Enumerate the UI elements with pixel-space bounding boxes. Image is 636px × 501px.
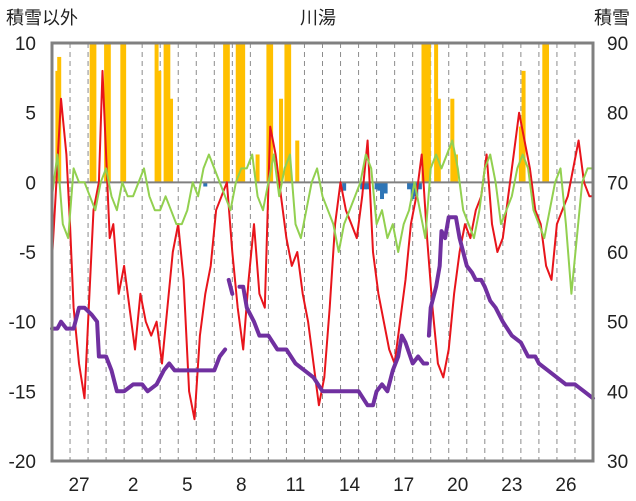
snowfall-bar (295, 140, 300, 183)
precip-bar (407, 182, 412, 190)
left-tick-label: -10 (9, 313, 36, 334)
snowfall-bar (154, 43, 159, 183)
series-line-4 (426, 215, 595, 401)
precip-bar (365, 182, 370, 190)
snowfall-bar (521, 70, 526, 183)
snowfall-bar (223, 43, 228, 183)
right-axis-title: 積雪 (594, 8, 630, 29)
x-tick-label: 14 (339, 475, 361, 496)
x-tick-label: 8 (236, 475, 247, 496)
snowfall-bar (89, 43, 94, 183)
snowfall-bar (426, 43, 431, 183)
series-line-4 (50, 305, 228, 394)
x-tick-label: 2 (128, 475, 139, 496)
snowfall-bar (225, 43, 230, 183)
left-tick-label: 5 (25, 104, 36, 125)
snowfall-bar (436, 98, 441, 183)
plot-frame (50, 41, 595, 463)
left-tick-label: -15 (9, 382, 36, 403)
snowfall-bar (424, 43, 429, 183)
left-tick-label: -5 (19, 243, 36, 264)
snowfall-bar (266, 43, 271, 183)
snowfall-bar (279, 98, 284, 183)
snowfall-bar (241, 43, 246, 183)
precip-bar (380, 182, 385, 200)
snowfall-bar (166, 43, 171, 183)
left-axis-title: 積雪以外 (6, 8, 78, 29)
snowfall-bar (545, 43, 550, 183)
snowfall-bar (434, 43, 439, 183)
x-tick-label: 11 (286, 475, 306, 496)
right-tick-label: 90 (607, 34, 628, 55)
right-tick-label: 60 (607, 243, 628, 264)
snowfall-bar (238, 43, 243, 183)
snowfall-bar (542, 43, 547, 183)
x-tick-labels: 27 2 5 8 11 14 17 20 23 26 (68, 475, 576, 496)
left-tick-labels: 10 5 0 -5 -10 -15 -20 (9, 34, 36, 473)
snowfall-bar (157, 70, 162, 183)
snowfall-bar (269, 43, 274, 183)
x-tick-label: 23 (501, 475, 522, 496)
x-tick-label: 27 (68, 475, 89, 496)
series-line-4 (226, 277, 235, 296)
right-tick-label: 50 (607, 313, 628, 334)
snowfall-bar (235, 43, 240, 183)
series-line-4 (237, 284, 430, 408)
precip-bar (377, 182, 382, 191)
snowfall-bar (163, 43, 168, 183)
right-tick-label: 80 (607, 104, 628, 125)
snowfall-bar (106, 43, 111, 183)
line-series (50, 69, 595, 421)
snowfall-bar (255, 154, 260, 183)
precip-bar (362, 182, 367, 190)
left-tick-label: 0 (25, 173, 36, 194)
right-tick-label: 70 (607, 173, 628, 194)
x-tick-label: 5 (182, 475, 193, 496)
left-tick-label: 10 (15, 34, 36, 55)
snowfall-bar (92, 43, 97, 183)
precip-bar (342, 182, 347, 191)
snowfall-bar (104, 43, 109, 183)
series-line-1 (51, 139, 594, 295)
snowfall-bar (421, 43, 426, 183)
precip-bar (383, 182, 388, 194)
right-tick-label: 30 (607, 452, 628, 473)
x-tick-label: 26 (555, 475, 576, 496)
precip-bar (360, 182, 365, 190)
snowfall-bar (518, 126, 523, 183)
snowfall-bar (453, 154, 458, 183)
right-tick-label: 40 (607, 382, 628, 403)
snowfall-bar (122, 43, 127, 183)
left-tick-label: -20 (9, 452, 36, 473)
snowfall-bar (287, 43, 292, 183)
right-tick-labels: 90 80 70 60 50 40 30 (607, 34, 628, 473)
snowfall-bar (169, 98, 174, 183)
chart-title: 川湯 (300, 8, 336, 29)
precip-bar (374, 182, 379, 190)
snowfall-bar (284, 43, 289, 183)
precip-bar (203, 182, 208, 187)
precip-bar (417, 182, 422, 190)
x-tick-label: 17 (393, 475, 414, 496)
x-tick-label: 20 (447, 475, 468, 496)
